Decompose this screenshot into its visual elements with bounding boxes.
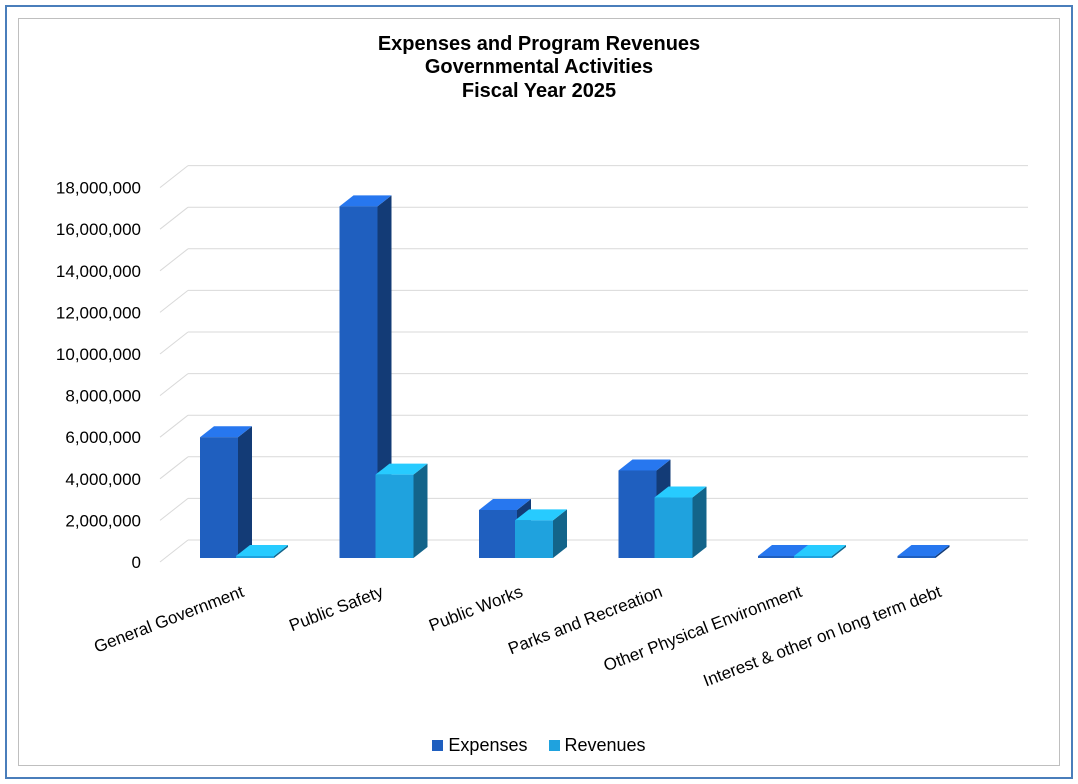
legend-swatch-expenses xyxy=(432,740,444,751)
bar-expenses xyxy=(897,556,936,558)
chart-frame xyxy=(5,5,1073,779)
bar-side-revenues xyxy=(832,545,846,558)
bar-top-revenues xyxy=(236,545,288,556)
bar-top-expenses xyxy=(479,499,531,510)
bar-revenues xyxy=(654,497,693,558)
gridline-depth xyxy=(159,165,189,188)
legend-item-revenues: Revenues xyxy=(548,735,646,756)
bar-revenues xyxy=(236,556,274,558)
x-tick-label: Interest & other on long term debt xyxy=(701,582,945,691)
bar-top-revenues xyxy=(375,463,428,475)
gridline-depth xyxy=(159,498,189,521)
bar-side-expenses xyxy=(935,545,950,558)
y-tick-label: 18,000,000 xyxy=(56,179,141,198)
y-tick-label: 2,000,000 xyxy=(65,511,141,530)
bar-expenses xyxy=(200,437,238,558)
chart-title-line-3: Fiscal Year 2025 xyxy=(461,80,617,102)
bar-revenues xyxy=(794,556,832,558)
bar-top-revenues xyxy=(794,545,846,556)
chart-title-line-1: Expenses and Program Revenues xyxy=(377,33,701,55)
y-tick-label: 10,000,000 xyxy=(56,345,141,364)
gridline-depth xyxy=(159,331,189,355)
bar-top-revenues xyxy=(654,486,707,498)
chart-area xyxy=(18,18,1060,766)
gridline-depth xyxy=(159,248,189,272)
x-tick-label: General Government xyxy=(91,582,246,657)
gridline-depth xyxy=(159,456,189,480)
gridline-depth xyxy=(159,206,189,230)
bar-expenses xyxy=(758,556,796,558)
legend-swatch-revenues xyxy=(548,740,560,751)
bar-top-expenses xyxy=(339,195,392,207)
y-tick-label: 8,000,000 xyxy=(65,387,141,406)
legend-label-expenses: Expenses xyxy=(448,735,528,755)
bar-top-expenses xyxy=(897,545,950,556)
bar-top-revenues xyxy=(515,509,567,521)
y-tick-label: 6,000,000 xyxy=(65,428,141,447)
y-tick-label: 14,000,000 xyxy=(56,262,141,281)
bar-expenses xyxy=(339,206,378,558)
bar-top-expenses xyxy=(618,459,671,471)
bar-revenues xyxy=(375,474,414,558)
chart-title-line-2: Governmental Activities xyxy=(424,56,654,78)
gridline-depth xyxy=(159,290,189,313)
bar-side-expenses xyxy=(238,426,252,558)
x-tick-label: Public Works xyxy=(426,582,525,635)
legend-label-revenues: Revenues xyxy=(564,735,646,755)
y-tick-label: 4,000,000 xyxy=(65,470,141,489)
bar-top-expenses xyxy=(200,426,252,438)
bar-side-revenues xyxy=(413,463,428,558)
bar-revenues xyxy=(515,520,553,558)
legend-item-expenses: Expenses xyxy=(432,735,527,756)
bar-expenses xyxy=(479,510,517,558)
y-tick-label: 12,000,000 xyxy=(56,303,141,322)
chart-legend: Expenses Revenues xyxy=(0,735,1078,756)
gridline-depth xyxy=(159,373,189,396)
x-tick-label: Public Safety xyxy=(286,582,386,635)
bar-side-revenues xyxy=(553,509,567,558)
gridline-depth xyxy=(159,539,189,563)
y-tick-label: 0 xyxy=(132,553,141,572)
bar-top-expenses xyxy=(758,545,810,556)
bar-expenses xyxy=(618,470,657,558)
gridline-depth xyxy=(159,414,189,438)
y-tick-label: 16,000,000 xyxy=(56,220,141,239)
bar-side-revenues xyxy=(692,486,707,558)
bar-side-revenues xyxy=(274,545,288,558)
